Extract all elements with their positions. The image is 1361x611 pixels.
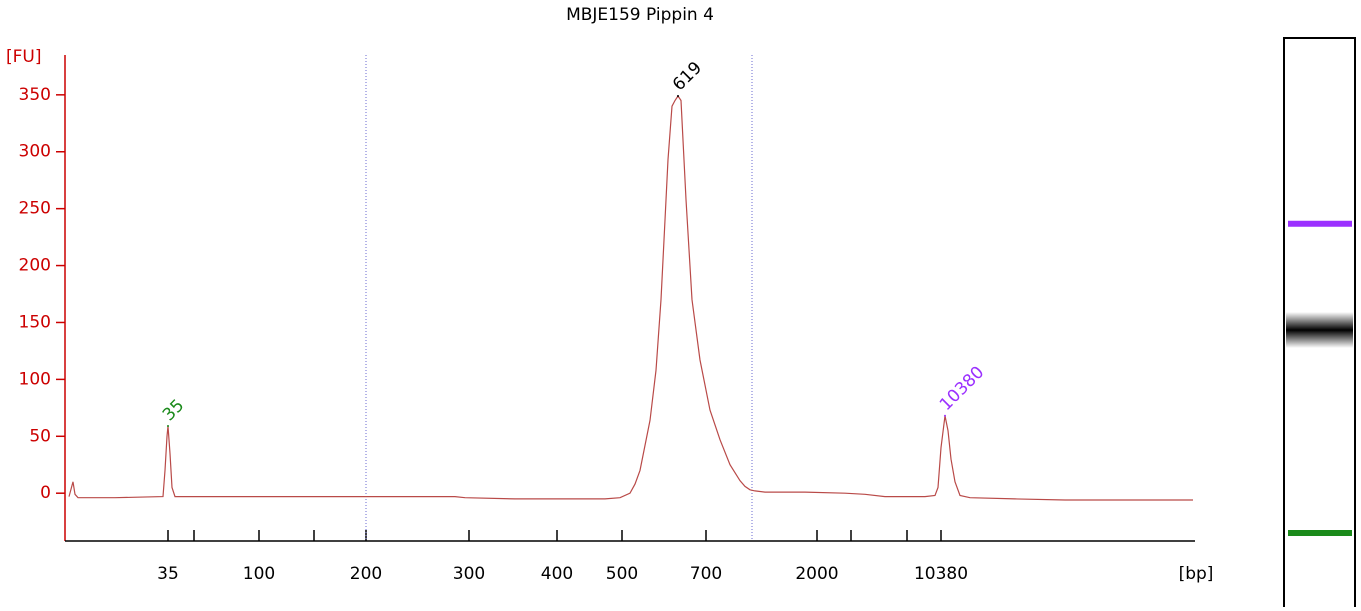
y-tick-label: 150 — [19, 312, 51, 332]
x-tick-label: 100 — [243, 564, 275, 584]
x-tick-label: 500 — [606, 564, 638, 584]
peak-marker — [677, 94, 679, 97]
y-tick-label: 250 — [19, 199, 51, 219]
peak-label: 35 — [159, 396, 188, 425]
y-tick-label: 200 — [19, 256, 51, 276]
y-tick-label: 0 — [40, 483, 51, 503]
x-tick-label: 400 — [541, 564, 573, 584]
trace — [68, 94, 1193, 501]
x-tick-label: 300 — [453, 564, 485, 584]
peak-label: 619 — [669, 58, 706, 95]
gel-band — [1288, 220, 1352, 227]
y-axis-label: [FU] — [6, 47, 42, 67]
x-tick-label: 2000 — [795, 564, 838, 584]
peak-marker — [167, 425, 169, 428]
y-tick-label: 350 — [19, 85, 51, 105]
peak-marker — [944, 414, 946, 417]
x-tick-label: 200 — [350, 564, 382, 584]
x-tick-label: 10380 — [914, 564, 968, 584]
y-tick-label: 300 — [19, 142, 51, 162]
x-axis-label: [bp] — [1179, 564, 1214, 584]
y-tick-label: 50 — [29, 426, 51, 446]
peak-label: 10380 — [936, 362, 988, 414]
gel-band — [1288, 530, 1352, 537]
gel-band — [1286, 312, 1353, 349]
chart-title: MBJE159 Pippin 4 — [566, 5, 714, 25]
x-tick-label: 35 — [157, 564, 179, 584]
x-tick-label: 700 — [690, 564, 722, 584]
y-tick-label: 100 — [19, 369, 51, 389]
